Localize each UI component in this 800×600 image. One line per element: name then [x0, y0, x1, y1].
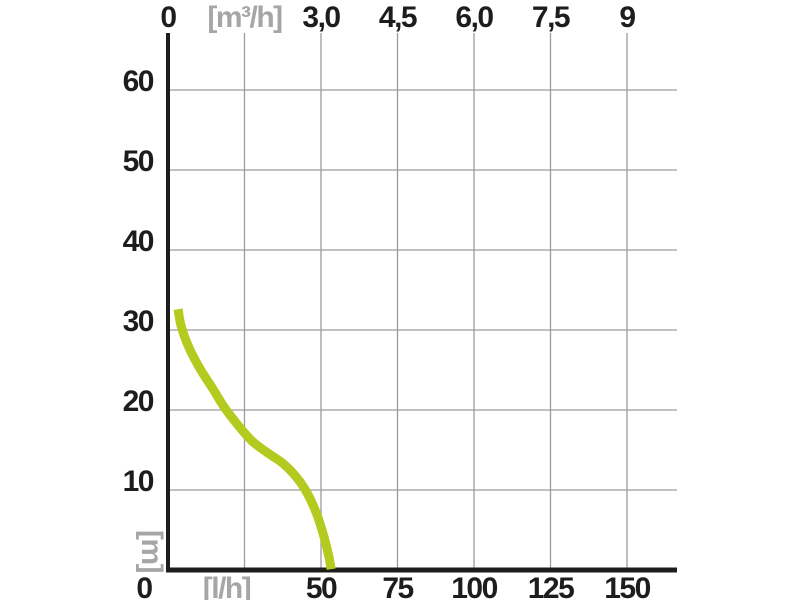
bottom-axis-tick-label: 75	[382, 572, 413, 600]
top-axis-tick-label: 6,0	[455, 1, 493, 34]
left-axis-tick-label: 50	[123, 145, 154, 178]
left-axis-tick-label: 40	[123, 225, 154, 258]
left-axis-tick-label: 30	[123, 305, 154, 338]
bottom-axis-unit-label: [l/h]	[203, 572, 251, 600]
top-axis-tick-label: 7,5	[532, 1, 570, 34]
top-axis-tick-label: 4,5	[379, 1, 417, 34]
pump-curve	[173, 308, 336, 570]
bottom-axis-labels: 0 [l/h] 50 75 100 125 150	[136, 572, 652, 600]
top-axis-tick-label: 0	[160, 1, 176, 34]
top-axis-tick-label: 3,0	[302, 1, 340, 34]
gridlines	[168, 33, 677, 570]
bottom-axis-tick-label: 100	[451, 572, 497, 600]
left-axis-labels: 60 50 40 30 20 10 [m]	[123, 65, 168, 573]
top-axis-unit-label: [m³/h]	[207, 1, 282, 34]
left-axis-tick-label: 20	[123, 385, 154, 418]
bottom-axis-tick-label: 125	[528, 572, 574, 600]
top-axis-tick-label: 9	[619, 1, 635, 34]
top-axis-labels: 0 [m³/h] 3,0 4,5 6,0 7,5 9	[160, 1, 637, 34]
bottom-axis-tick-label: 150	[604, 572, 650, 600]
left-axis-unit-label: [m]	[135, 530, 168, 573]
bottom-axis-tick-label: 0	[136, 572, 152, 600]
left-axis-tick-label: 10	[123, 465, 154, 498]
left-axis-tick-label: 60	[123, 65, 154, 98]
bottom-axis-tick-label: 50	[306, 572, 337, 600]
axes	[166, 33, 677, 573]
